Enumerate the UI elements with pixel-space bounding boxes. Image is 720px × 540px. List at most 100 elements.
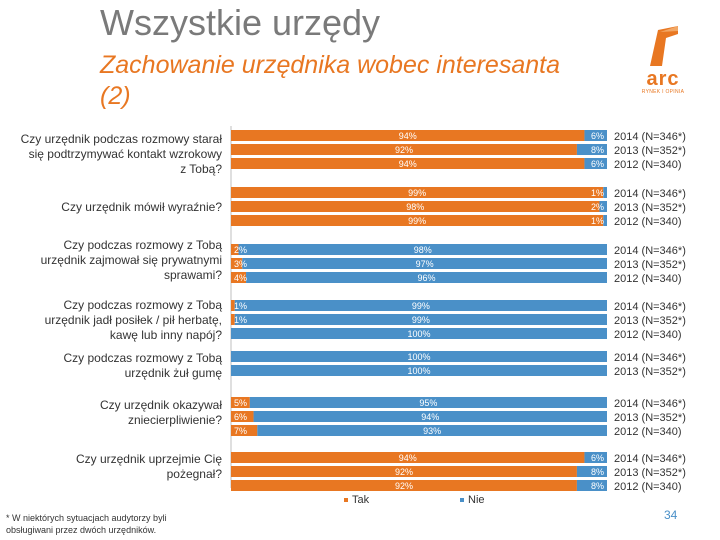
data-label-nie: 99% — [412, 301, 430, 311]
year-label: 2014 (N=346*) — [614, 188, 686, 200]
data-label-tak: 3% — [234, 259, 247, 269]
data-label-nie: 1% — [591, 188, 604, 198]
year-label: 2013 (N=352*) — [614, 467, 686, 479]
year-label: 2012 (N=340) — [614, 159, 682, 171]
year-label: 2013 (N=352*) — [614, 202, 686, 214]
legend-tak-label: Tak — [352, 494, 370, 506]
bar-tak — [231, 411, 254, 422]
data-label-nie: 2% — [591, 202, 604, 212]
data-label-tak: 2% — [234, 245, 247, 255]
bar-tak — [231, 397, 250, 408]
data-label-nie: 1% — [591, 216, 604, 226]
data-label-tak: 5% — [234, 398, 247, 408]
bar-tak — [231, 314, 235, 325]
year-label: 2014 (N=346*) — [614, 352, 686, 364]
year-label: 2013 (N=352*) — [614, 259, 686, 271]
data-label-tak: 94% — [399, 453, 417, 463]
legend-nie-swatch — [460, 498, 464, 503]
legend-tak-swatch — [344, 498, 348, 503]
data-label-tak: 92% — [395, 467, 413, 477]
year-label: 2013 (N=352*) — [614, 412, 686, 424]
year-label: 2012 (N=340) — [614, 329, 682, 341]
arc-logo: arc RYNEK I OPINIA — [634, 22, 692, 96]
logo-subtext: RYNEK I OPINIA — [641, 89, 685, 95]
data-label-nie: 8% — [591, 481, 604, 491]
data-label-tak: 94% — [399, 159, 417, 169]
bar-tak — [231, 215, 604, 226]
legend-nie: Nie — [460, 494, 485, 506]
data-label-nie: 100% — [407, 329, 430, 339]
bar-tak — [231, 158, 585, 169]
bar-nie — [234, 300, 607, 311]
data-label-nie: 100% — [407, 366, 430, 376]
bar-nie — [584, 452, 607, 463]
year-label: 2014 (N=346*) — [614, 398, 686, 410]
data-label-nie: 6% — [591, 131, 604, 141]
bar-tak — [231, 425, 258, 436]
data-label-nie: 8% — [591, 145, 604, 155]
bar-nie — [231, 351, 607, 362]
bar-nie — [603, 187, 607, 198]
bar-nie — [246, 272, 608, 283]
bar-nie — [603, 215, 607, 226]
page-number: 34 — [664, 508, 678, 522]
data-label-tak: 1% — [234, 301, 247, 311]
year-label: 2013 (N=352*) — [614, 145, 686, 157]
question-label: Czy urzędnik okazywał zniecierpliwienie? — [99, 398, 222, 427]
bar-nie — [576, 144, 607, 155]
question-label: Czy urzędnik podczas rozmowy starał się … — [20, 132, 222, 176]
data-label-nie: 97% — [416, 259, 434, 269]
footnote: * W niektórych sytuacjach audytorzy byli… — [6, 513, 167, 535]
data-label-nie: 98% — [414, 245, 432, 255]
bar-nie — [584, 158, 607, 169]
arc-logo-icon — [650, 26, 678, 66]
year-label: 2014 (N=346*) — [614, 301, 686, 313]
data-label-tak: 92% — [395, 481, 413, 491]
bar-tak — [231, 201, 600, 212]
data-label-tak: 98% — [406, 202, 424, 212]
data-label-nie: 99% — [412, 315, 430, 325]
bar-tak — [231, 144, 577, 155]
year-label: 2013 (N=352*) — [614, 315, 686, 327]
year-label: 2012 (N=340) — [614, 273, 682, 285]
bar-nie — [257, 425, 607, 436]
data-label-tak: 94% — [399, 131, 417, 141]
bar-nie — [253, 411, 607, 422]
data-label-tak: 99% — [408, 216, 426, 226]
question-label: Czy podczas rozmowy z Tobą urzędnik zajm… — [40, 238, 222, 282]
page-subtitle: Zachowanie urzędnika wobec interesanta (… — [100, 51, 560, 110]
question-label: Czy podczas rozmowy z Tobą urzędnik jadł… — [44, 298, 222, 342]
legend-tak: Tak — [344, 494, 369, 506]
page-title: Wszystkie urzędy — [100, 2, 381, 43]
data-label-nie: 6% — [591, 159, 604, 169]
question-label: Czy podczas rozmowy z Tobą urzędnik żuł … — [63, 351, 222, 380]
bar-nie — [576, 466, 607, 477]
bar-tak — [231, 300, 235, 311]
data-label-nie: 100% — [407, 352, 430, 362]
year-label: 2012 (N=340) — [614, 426, 682, 438]
bar-nie — [576, 480, 607, 491]
bar-nie — [584, 130, 607, 141]
data-label-nie: 95% — [419, 398, 437, 408]
data-label-tak: 6% — [234, 412, 247, 422]
data-label-tak: 1% — [234, 315, 247, 325]
bar-tak — [231, 452, 585, 463]
data-label-nie: 96% — [418, 273, 436, 283]
bar-nie — [231, 328, 607, 339]
year-label: 2014 (N=346*) — [614, 131, 686, 143]
data-label-tak: 4% — [234, 273, 247, 283]
bar-nie — [599, 201, 607, 212]
legend-nie-label: Nie — [468, 494, 485, 506]
logo-text: arc — [646, 68, 680, 90]
data-label-tak: 7% — [234, 426, 247, 436]
question-label: Czy urzędnik uprzejmie Cię pożegnał? — [75, 452, 222, 481]
data-label-nie: 94% — [421, 412, 439, 422]
bar-nie — [238, 244, 607, 255]
year-label: 2012 (N=340) — [614, 481, 682, 493]
bar-nie — [249, 397, 608, 408]
bar-tak — [231, 272, 247, 283]
question-label: Czy urzędnik mówił wyraźnie? — [61, 200, 222, 214]
bar-nie — [234, 314, 607, 325]
bar-tak — [231, 244, 239, 255]
